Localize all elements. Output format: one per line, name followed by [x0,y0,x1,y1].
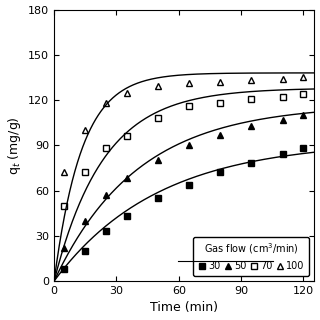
Legend: 30, 50, 70, 100: 30, 50, 70, 100 [193,237,309,276]
X-axis label: Time (min): Time (min) [150,301,218,315]
Y-axis label: q$_t$ (mg/g): q$_t$ (mg/g) [5,116,22,175]
